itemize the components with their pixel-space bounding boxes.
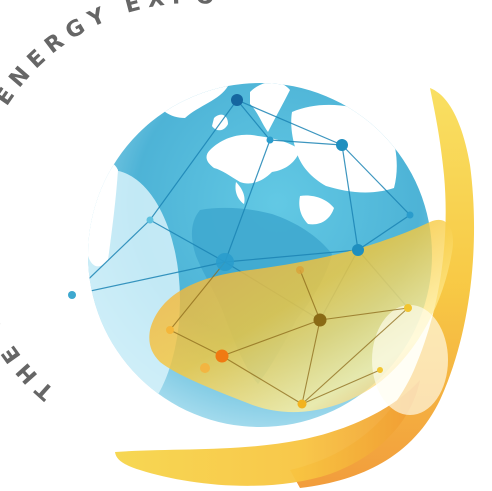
network-node-icon — [68, 94, 414, 409]
energy-swoosh-icon — [115, 88, 475, 488]
continents-icon — [88, 83, 397, 267]
swoosh-network-lines-icon — [169, 261, 409, 405]
